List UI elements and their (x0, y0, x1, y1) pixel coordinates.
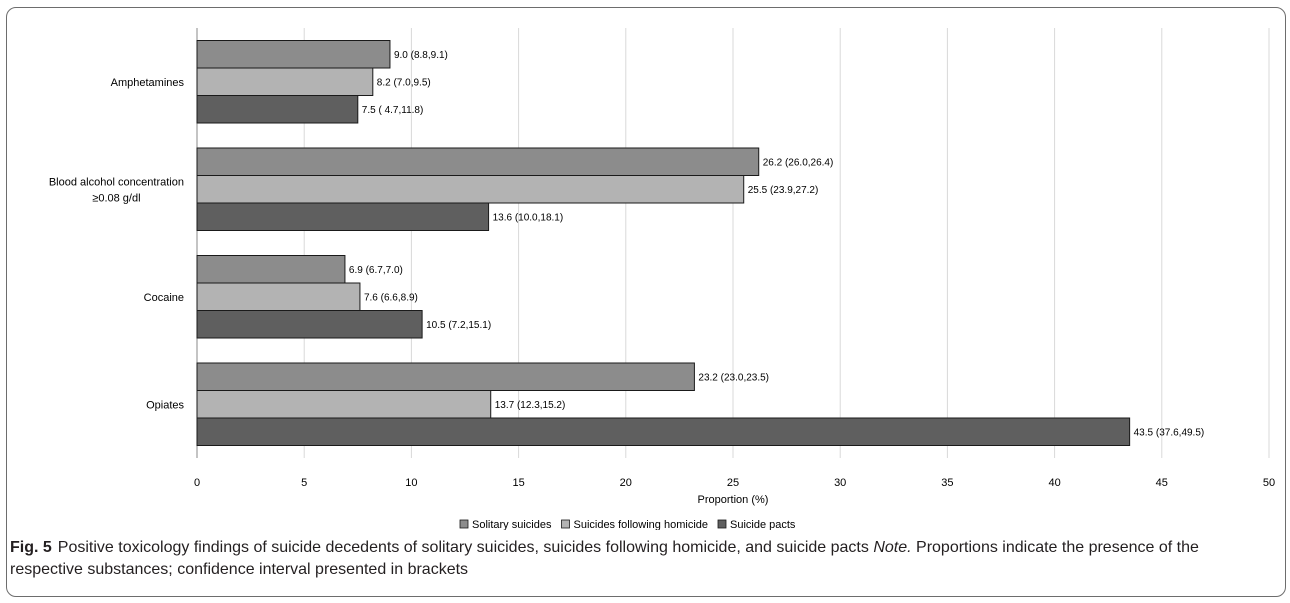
bar (196, 95, 359, 124)
bar (196, 255, 346, 284)
bar (196, 175, 745, 204)
caption-text: Positive toxicology findings of suicide … (57, 539, 869, 556)
note-label: Note. (873, 539, 912, 556)
x-tick-label: 5 (301, 477, 307, 489)
x-tick-label: 15 (512, 477, 524, 489)
data-label: 23.2 (23.0,23.5) (698, 372, 769, 383)
x-tick-label: 10 (405, 477, 417, 489)
x-tick-label: 35 (941, 477, 953, 489)
data-label: 6.9 (6.7,7.0) (349, 265, 403, 276)
data-label: 43.5 (37.6,49.5) (1134, 427, 1205, 438)
category-label: Blood alcohol concentration ≥0.08 g/dl (49, 176, 184, 204)
x-tick-label: 30 (834, 477, 846, 489)
bars: 9.0 (8.8,9.1) 8.2 (7.0,9.5) 7.5 ( 4.7,11.8… (196, 40, 1205, 446)
data-label: 13.7 (12.3,15.2) (495, 400, 566, 411)
figure-caption: Fig. 5 Positive toxicology findings of su… (10, 537, 1275, 581)
legend-swatch (717, 519, 727, 529)
bar (196, 67, 374, 96)
x-tick-label: 45 (1156, 477, 1168, 489)
data-label: 7.6 (6.6,8.9) (364, 292, 418, 303)
data-label: 8.2 (7.0,9.5) (377, 77, 431, 88)
figure-frame (6, 7, 1286, 597)
legend-swatch (561, 519, 570, 529)
y-axis-categories: Amphetamines Blood alcohol concentration ≥… (49, 77, 185, 412)
bar-chart: 9.0 (8.8,9.1) 8.2 (7.0,9.5) 7.5 ( 4.7,11.8… (49, 28, 1275, 530)
x-tick-label: 0 (194, 477, 200, 489)
data-label: 25.5 (23.9,27.2) (748, 185, 819, 196)
bar (196, 202, 490, 231)
bar (196, 417, 1131, 446)
x-tick-label: 40 (1048, 477, 1060, 489)
data-label: 10.5 (7.2,15.1) (426, 320, 491, 331)
x-tick-label: 20 (620, 477, 632, 489)
legend: Solitary suicides Suicides following homi… (459, 519, 796, 530)
x-tick-label: 50 (1263, 477, 1275, 489)
legend-swatch (459, 519, 469, 529)
bar (196, 362, 695, 391)
data-label: 9.0 (8.8,9.1) (394, 50, 448, 61)
category-label: Opiates (146, 399, 184, 411)
category-label: Cocaine (144, 292, 184, 304)
bar (196, 310, 423, 339)
data-label: 13.6 (10.0,18.1) (493, 212, 564, 223)
legend-entry: Solitary suicides (472, 519, 552, 530)
x-axis-ticks: 0 5 10 15 20 25 30 35 40 45 50 (194, 477, 1275, 489)
bar (196, 282, 361, 311)
bar (196, 147, 760, 176)
data-label: 26.2 (26.0,26.4) (763, 157, 834, 168)
figure-label: Fig. 5 (10, 539, 52, 556)
x-axis-title: Proportion (%) (698, 494, 769, 506)
bar (196, 40, 391, 69)
note-text: Proportions indicate the presence of the… (10, 539, 1199, 578)
bar (196, 390, 492, 419)
legend-entry: Suicide pacts (730, 519, 796, 530)
category-label: Amphetamines (111, 77, 185, 89)
x-tick-label: 25 (727, 477, 739, 489)
data-label: 7.5 ( 4.7,11.8) (362, 105, 424, 116)
legend-entry: Suicides following homicide (573, 519, 708, 530)
